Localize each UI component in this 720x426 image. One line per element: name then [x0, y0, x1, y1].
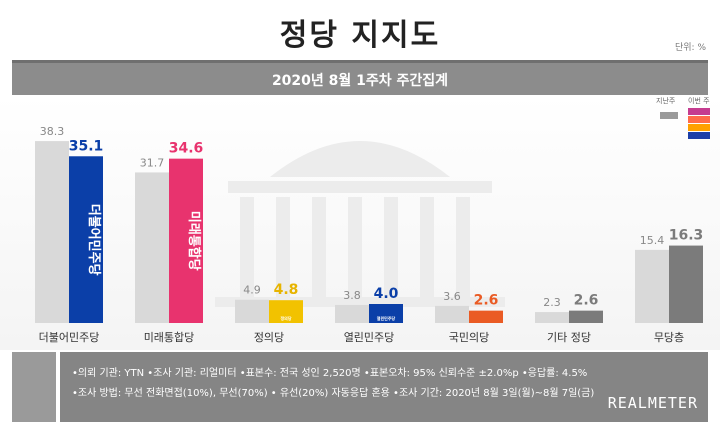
bar-current: [269, 300, 303, 323]
value-label-current: 4.0: [374, 286, 399, 302]
value-label-current: 35.1: [69, 138, 104, 154]
bar-current: [169, 158, 203, 323]
footer-strip: [12, 352, 56, 422]
value-label-prev: 4.9: [243, 284, 261, 297]
bar-prev: [635, 249, 669, 323]
value-label-prev: 3.8: [343, 289, 361, 302]
value-label-prev: 3.6: [443, 290, 461, 303]
legend-swatch-current: [688, 132, 710, 139]
brand-logo: REALMETER: [607, 394, 698, 412]
value-label-prev: 2.3: [543, 296, 561, 309]
value-label-prev: 15.4: [640, 234, 665, 247]
value-label-current: 4.8: [274, 282, 299, 298]
legend-swatch-current: [688, 108, 710, 115]
legend-curr-label: 이번 주: [688, 97, 710, 105]
footer-line-1: •의뢰 기관: YTN •조사 기관: 리얼미터 •표본수: 전국 성인 2,5…: [72, 368, 588, 379]
bar-prev: [335, 304, 369, 323]
legend-swatches: [660, 108, 710, 139]
bar-prev: [135, 172, 169, 323]
category-label: 기타 정당: [547, 331, 591, 344]
category-label: 열린민주당: [344, 331, 395, 344]
footer: •의뢰 기관: YTN •조사 기관: 리얼미터 •표본수: 전국 성인 2,5…: [60, 352, 708, 422]
value-label-prev: 31.7: [140, 156, 165, 169]
legend-swatch-prev: [660, 112, 678, 119]
party-logo: 더불어민주당: [86, 204, 102, 276]
bar-prev: [35, 141, 69, 323]
party-logo: 정의당: [280, 315, 291, 321]
category-label: 무당층: [654, 331, 684, 344]
category-label: 정의당: [254, 331, 284, 344]
value-label-prev: 38.3: [40, 125, 65, 138]
party-logo: 열린민주당: [377, 315, 396, 321]
legend-prev-label: 지난주: [656, 97, 676, 105]
page-title: 정당 지지도: [279, 18, 441, 53]
subtitle-bar: 2020년 8월 1주차 주간집계: [12, 60, 708, 95]
bar-current: [69, 156, 103, 323]
value-label-current: 16.3: [669, 228, 704, 244]
bar-current: [469, 310, 503, 323]
building-watermark: [215, 141, 505, 307]
bar-prev: [435, 305, 469, 323]
party-logo: 미래통합당: [186, 211, 202, 271]
bar-current: [669, 245, 703, 323]
value-label-current: 34.6: [169, 141, 204, 157]
subtitle: 2020년 8월 1주차 주간집계: [271, 73, 449, 89]
category-label: 국민의당: [449, 331, 489, 344]
bar-prev: [535, 312, 569, 323]
bar-current: [569, 310, 603, 323]
footer-line-2: •조사 방법: 무선 전화면접(10%), 무선(70%) • 유선(20%) …: [72, 388, 595, 399]
category-label: 더불어민주당: [39, 331, 100, 344]
bar-chart: 38.335.1더불어민주당더불어민주당31.734.6미래통합당미래통합당4.…: [35, 125, 704, 344]
legend-swatch-current: [688, 124, 710, 131]
unit-label: 단위: %: [674, 43, 706, 53]
bar-current: [369, 304, 403, 323]
bar-prev: [235, 299, 269, 323]
legend-swatch-current: [688, 116, 710, 123]
value-label-current: 2.6: [574, 293, 599, 309]
value-label-current: 2.6: [474, 293, 499, 309]
chart-area: 38.3 35.1 더불어민주당 더불어민주당 31.7 34.6 미래통합당 미래통합당 4.…: [0, 95, 720, 350]
category-label: 미래통합당: [144, 331, 195, 344]
